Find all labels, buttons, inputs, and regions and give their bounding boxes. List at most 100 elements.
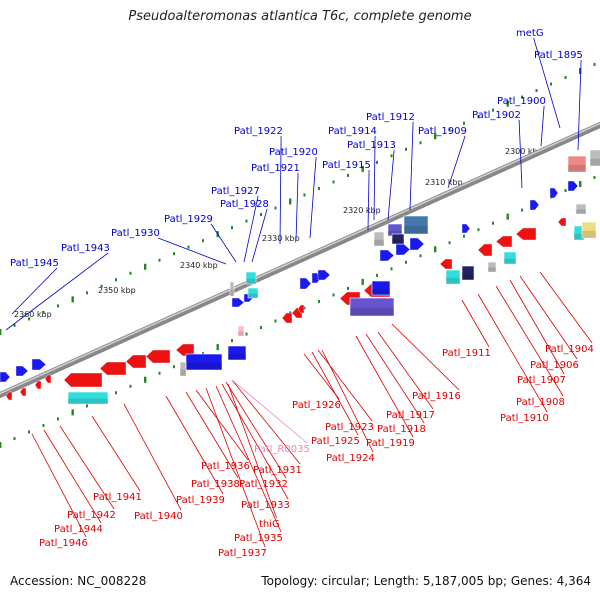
inner-tick [202,352,204,356]
gene-label-patl-1918: Patl_1918 [377,424,426,435]
gene-label-patl-1946: Patl_1946 [39,538,88,549]
gene-box-shade [238,331,244,336]
inner-tick [260,326,262,330]
forward-gene [549,187,559,199]
reverse-gene [439,258,453,270]
outer-tick [115,278,117,282]
outer-tick [13,323,16,327]
forward-gene [31,358,47,371]
gene-box [373,231,385,247]
outer-tick [289,198,292,205]
gene-label-patl-1926: Patl_1926 [292,400,341,411]
backbone-line [0,121,600,399]
inner-tick [564,189,567,193]
gene-box-shade [388,230,402,236]
gene-label-patl-1911: Patl_1911 [442,348,491,359]
gene-label-patl-1895: Patl_1895 [534,50,583,61]
kbp-label: 2320 kbp [343,206,381,215]
gene-box-shade [590,158,600,166]
gene-labels: metG Patl_1895 Patl_1900 Patl_1902 Patl_1909… [10,28,594,559]
gene-box-shade [392,239,404,244]
leader-patl-1912 [409,121,414,211]
leader-patl-1895 [577,59,582,151]
inner-tick [434,246,437,253]
inner-tick [506,213,509,220]
inner-tick [303,306,306,310]
gene-box-shade [462,273,474,280]
outer-tick [550,82,552,86]
gene-label-patl-1917: Patl_1917 [386,410,435,421]
leader-patl-1927 [243,195,259,263]
leader-patl-1944 [43,429,102,524]
gene-box [461,265,475,281]
gene-box-shade [180,369,186,376]
gene-label-thig: thiG [259,519,280,530]
inner-tick [115,391,117,395]
leader-patl-1932 [225,381,287,479]
gene-box [245,271,257,285]
outer-tick [564,76,567,80]
gene-label-patl-1941: Patl_1941 [93,492,142,503]
gene-box-shade [404,225,428,234]
gene-box-shade [374,239,384,246]
leader-thig [227,383,277,519]
gene-label-patl-1932: Patl_1932 [239,479,288,490]
leader-patl-1907 [509,279,565,375]
gene-box-shade [504,258,516,264]
inner-tick [42,423,45,427]
gene-label-patl-1945: Patl_1945 [10,258,59,269]
inner-tick [463,234,465,238]
leader-patl-1902 [518,119,523,189]
outer-tick [71,296,74,303]
gene-label-patl-1907: Patl_1907 [517,375,566,386]
reverse-gene [145,349,171,364]
reverse-gene [99,361,127,376]
accession: Accession: NC_008228 [10,574,147,588]
outer-tick [506,100,509,107]
gene-box-shade [246,278,256,284]
gene-box [237,325,245,337]
outer-tick [405,147,407,151]
gene-label-patl-1920: Patl_1920 [269,147,318,158]
leader-patl-1923 [317,349,373,422]
reverse-gene [495,235,513,248]
leader-patl-1914 [373,135,376,221]
gene-label-patl-1914: Patl_1914 [328,126,377,137]
leader-patl-1919 [355,335,414,438]
reverse-gene [34,380,42,390]
leader-patl-1935 [215,385,282,533]
gene-box-shade [568,164,586,172]
reverse-gene [5,391,13,401]
gene-label-patl-1928: Patl_1928 [220,199,269,210]
leader-patl-1918 [365,333,425,424]
gene-label-patl-1922: Patl_1922 [234,126,283,137]
map-title: Pseudoalteromonas atlantica T6c, complet… [128,9,472,24]
leader-patl-1900 [540,105,545,147]
reverse-gene [281,312,293,324]
inner-tick [231,339,233,343]
outer-tick [260,213,262,217]
leader-patl-1928 [251,208,268,263]
inner-tick [216,344,219,351]
outer-tick [448,128,451,132]
inner-tick [13,436,16,440]
reverse-gene [44,374,52,384]
gene-box [349,297,395,317]
gene-box [487,261,497,273]
outer-tick [245,219,248,223]
inner-tick [361,278,364,285]
tick-marks [0,62,596,448]
gene-label-patl-1943: Patl_1943 [61,243,110,254]
gene-label-patl-1900: Patl_1900 [497,96,546,107]
forward-gene [395,243,411,256]
leader-patl-1946 [31,433,87,538]
reverse-gene [125,354,147,369]
gene-box [445,269,461,285]
forward-gene [0,371,11,383]
gene-label-metg: metG [516,28,544,39]
inner-tick [448,241,451,245]
gene-label-patl-1937: Patl_1937 [218,548,267,559]
outer-tick [419,141,422,145]
inner-tick [477,228,480,232]
